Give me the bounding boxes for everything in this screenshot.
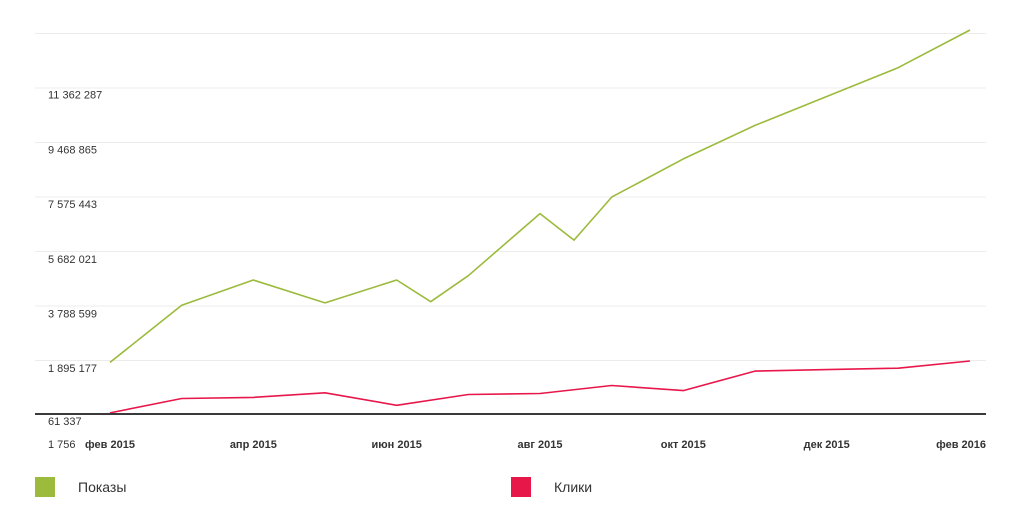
x-tick-label: фев 2015 bbox=[85, 439, 135, 451]
y-tick-label: 1 895 177 bbox=[48, 363, 97, 375]
y-tick-label: 3 788 599 bbox=[48, 308, 97, 320]
grid-lines bbox=[35, 33, 986, 361]
x-tick-label: июн 2015 bbox=[372, 439, 422, 451]
series-line-clicks[interactable] bbox=[109, 360, 971, 414]
line-chart: 1 756 61 337 1 895 177 3 788 599 5 682 021 7 … bbox=[35, 29, 986, 451]
y-tick-label: 61 337 bbox=[48, 416, 82, 428]
y-tick-label: 5 682 021 bbox=[48, 254, 97, 266]
legend-item-clicks[interactable]: Клики bbox=[511, 477, 592, 497]
series-lines bbox=[109, 29, 971, 414]
x-tick-label: фев 2016 bbox=[936, 439, 986, 451]
legend-swatch-shows bbox=[35, 477, 55, 497]
y-tick-label: 11 362 287 bbox=[48, 90, 102, 102]
x-axis-ticks: фев 2015 апр 2015 июн 2015 авг 2015 окт 2015… bbox=[85, 439, 986, 451]
legend-label-clicks: Клики bbox=[554, 479, 593, 495]
y-tick-label: 1 756 bbox=[48, 439, 76, 451]
x-tick-label: авг 2015 bbox=[518, 439, 563, 451]
x-tick-label: дек 2015 bbox=[804, 439, 850, 451]
legend-swatch-clicks bbox=[511, 477, 531, 497]
series-line-shows[interactable] bbox=[109, 29, 971, 364]
y-tick-label: 7 575 443 bbox=[48, 199, 97, 211]
y-tick-label: 9 468 865 bbox=[48, 144, 97, 156]
legend-label-shows: Показы bbox=[78, 479, 127, 495]
y-axis-ticks: 1 756 61 337 1 895 177 3 788 599 5 682 021 7 … bbox=[48, 90, 102, 451]
legend-item-shows[interactable]: Показы bbox=[35, 477, 126, 497]
x-tick-label: окт 2015 bbox=[661, 439, 706, 451]
x-tick-label: апр 2015 bbox=[230, 439, 277, 451]
